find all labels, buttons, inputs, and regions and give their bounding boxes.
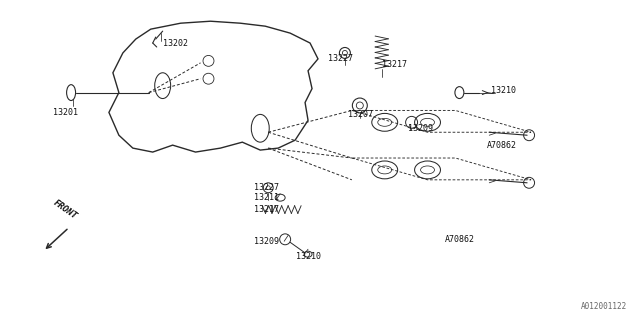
Text: 13217: 13217 xyxy=(381,60,407,69)
Text: A012001122: A012001122 xyxy=(580,302,627,311)
Text: 13202: 13202 xyxy=(163,38,188,48)
Text: FRONT: FRONT xyxy=(51,199,78,221)
Text: 13210: 13210 xyxy=(492,86,516,95)
Text: 13217: 13217 xyxy=(254,205,279,214)
Text: A70862: A70862 xyxy=(487,140,517,150)
Text: 13210: 13210 xyxy=(296,252,321,261)
Text: 13227: 13227 xyxy=(328,54,353,63)
Text: 13207: 13207 xyxy=(348,110,373,119)
Text: 13211: 13211 xyxy=(254,193,279,202)
Text: 13227: 13227 xyxy=(254,183,279,192)
Text: 13209: 13209 xyxy=(408,124,433,133)
Text: 13201: 13201 xyxy=(53,108,78,117)
Text: A70862: A70862 xyxy=(444,235,474,244)
Text: 13209: 13209 xyxy=(254,237,279,246)
